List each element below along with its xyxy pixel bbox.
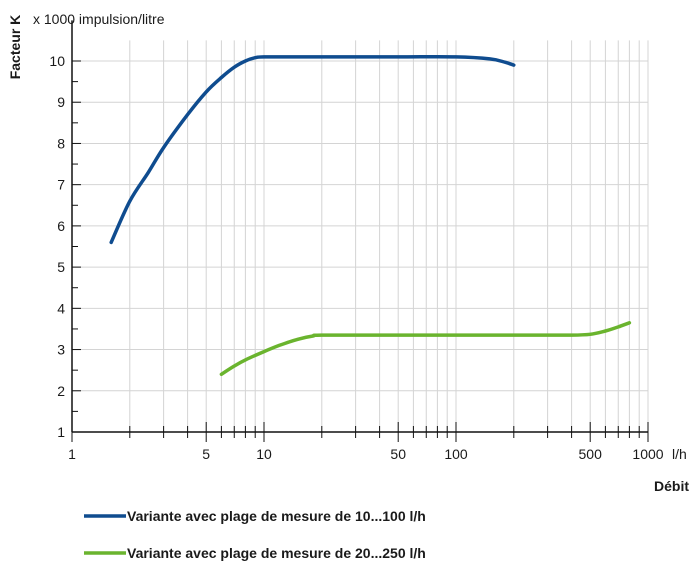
y-ticks: 1 2 3 4 5 6 7 8 9 10 — [49, 53, 81, 440]
y-tick-label: 6 — [57, 218, 65, 234]
y-tick-label: 7 — [57, 177, 65, 193]
y-tick-label: 5 — [57, 259, 65, 275]
y-tick-label: 4 — [57, 300, 65, 316]
y-axis-unit: x 1000 impulsion/litre — [33, 11, 165, 27]
x-tick-label: 50 — [390, 446, 406, 462]
legend-label-1: Variante avec plage de mesure de 10...10… — [127, 508, 426, 524]
y-tick-label: 2 — [57, 383, 65, 399]
y-axis-label: Facteur K — [7, 15, 23, 80]
y-tick-label: 3 — [57, 342, 65, 358]
x-tick-label: 1000 — [632, 446, 663, 462]
series-line-1 — [109, 54, 516, 245]
x-ticks: 1 5 10 50 100 500 1000 — [68, 422, 664, 462]
x-axis-label: Débit — [654, 478, 689, 494]
x-tick-label: 5 — [202, 446, 210, 462]
series-lines — [109, 54, 632, 377]
y-tick-label: 1 — [57, 424, 65, 440]
legend: Variante avec plage de mesure de 10...10… — [84, 508, 426, 561]
y-tick-label: 8 — [57, 135, 65, 151]
x-axis-unit: l/h — [672, 446, 687, 462]
legend-label-2: Variante avec plage de mesure de 20...25… — [127, 545, 426, 561]
series-line-2 — [219, 321, 632, 377]
x-tick-label: 10 — [256, 446, 272, 462]
grid — [72, 40, 649, 432]
x-tick-label: 1 — [68, 446, 76, 462]
x-tick-label: 500 — [579, 446, 603, 462]
x-tick-label: 100 — [444, 446, 468, 462]
y-tick-label: 10 — [49, 53, 65, 69]
y-tick-label: 9 — [57, 94, 65, 110]
